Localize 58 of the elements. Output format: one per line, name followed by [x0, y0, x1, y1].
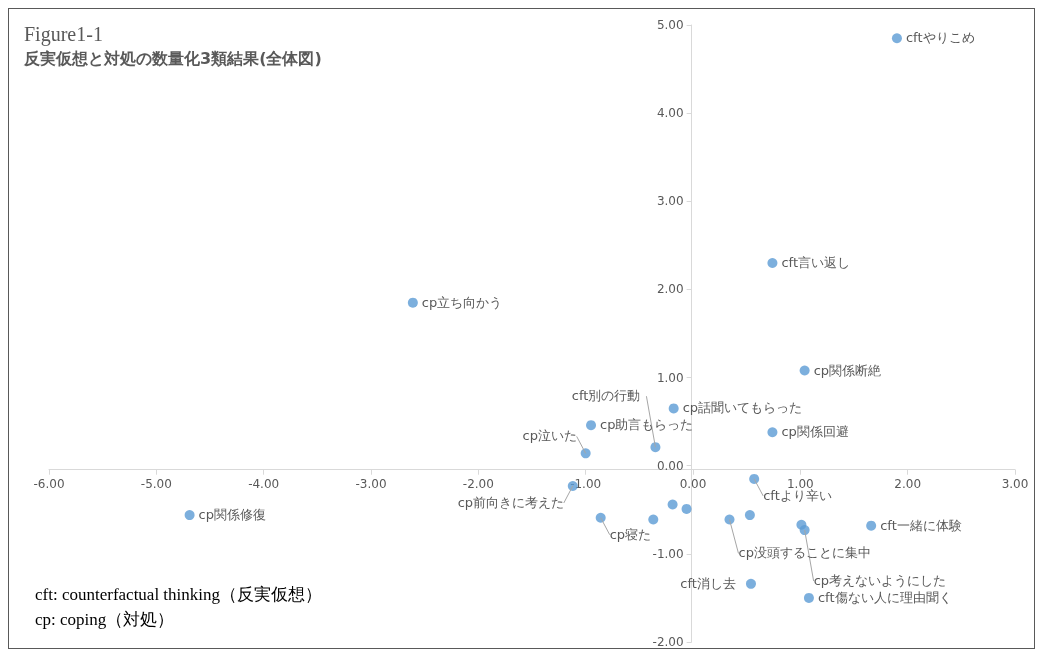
point	[767, 257, 778, 268]
annotation: cp助言もらった	[600, 417, 694, 433]
x-tick-label: 2.00	[894, 476, 922, 491]
y-tick-label: 0.00	[656, 458, 684, 473]
point	[650, 442, 661, 453]
point	[668, 403, 679, 414]
annotation: cftやりこめ	[905, 30, 975, 46]
annotation: cp話聞いてもらった	[682, 400, 803, 416]
annotation: cft言い返し	[781, 254, 851, 270]
annotation: cft別の行動	[571, 388, 641, 404]
y-tick-label: 3.00	[656, 194, 684, 209]
chart-title: Figure1-1	[24, 23, 103, 46]
x-tick-label: -2.00	[462, 476, 494, 491]
point	[586, 420, 597, 431]
x-tick-label: -5.00	[140, 476, 172, 491]
point	[745, 578, 756, 589]
y-tick-label: 5.00	[656, 18, 684, 32]
annotation: cp関係回避	[781, 424, 849, 440]
annotation: cp立ち向かう	[421, 294, 503, 310]
annotation: cp考えないようにした	[813, 573, 947, 589]
text: 反実仮想と対処の数量化3類結果(全体図)	[23, 48, 322, 68]
x-tick-label: 0.00	[679, 476, 707, 491]
x-tick-label: -4.00	[248, 476, 280, 491]
point	[744, 510, 755, 521]
point	[866, 520, 877, 531]
annotation: cft一緒に体験	[880, 517, 962, 533]
y-tick-label: 2.00	[656, 282, 684, 297]
annotation: cp寝た	[609, 526, 652, 542]
point	[667, 499, 678, 510]
point	[749, 473, 760, 484]
point	[681, 503, 692, 514]
point	[580, 448, 591, 459]
x-tick-label: -3.00	[355, 476, 387, 491]
point	[407, 297, 418, 308]
point	[184, 510, 195, 521]
y-tick-label: -1.00	[652, 546, 684, 561]
point	[891, 33, 902, 44]
annotation: cftより辛い	[763, 487, 832, 503]
annotation: cp関係修復	[198, 507, 267, 523]
annotation: cp関係断絶	[813, 362, 882, 378]
annotation: cp没頭することに集中	[738, 545, 871, 561]
point	[799, 525, 810, 536]
annotation: cft: counterfactual thinking（反実仮想）	[35, 585, 323, 604]
annotation: cp前向きに考えた	[457, 494, 565, 510]
x-tick-label: -6.00	[33, 476, 65, 491]
point	[799, 365, 810, 376]
annotation: cp: coping（対処）	[35, 610, 175, 629]
y-tick-label: 4.00	[656, 106, 684, 121]
point	[803, 592, 814, 603]
annotation: cft消し去	[680, 575, 736, 591]
point	[767, 427, 778, 438]
x-tick-label: 3.00	[1001, 476, 1029, 491]
y-tick-label: -2.00	[652, 635, 684, 649]
annotation: cp泣いた	[522, 428, 577, 444]
y-tick-label: 1.00	[656, 370, 684, 385]
annotation: cft傷ない人に理由聞く	[817, 589, 952, 605]
point	[648, 514, 659, 525]
point	[595, 512, 606, 523]
